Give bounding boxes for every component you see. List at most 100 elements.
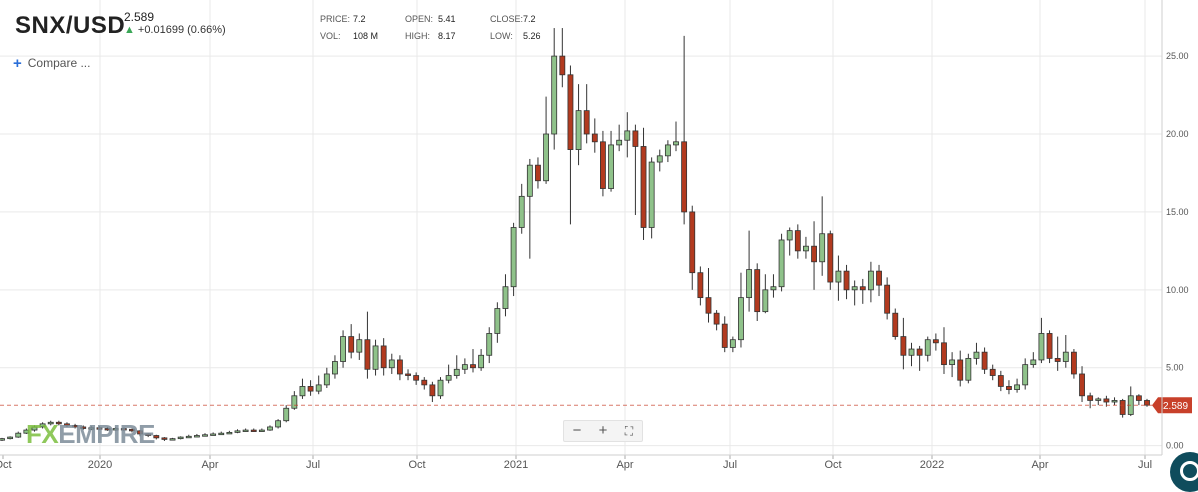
stat-open: OPEN: 5.41 bbox=[405, 14, 456, 24]
candle-up bbox=[973, 342, 980, 365]
candle-body bbox=[299, 386, 306, 397]
candle-body bbox=[340, 336, 346, 362]
candle-body bbox=[202, 434, 208, 437]
candle-body bbox=[900, 336, 907, 356]
candle-body bbox=[867, 270, 874, 291]
candle-up bbox=[908, 342, 915, 367]
candle-body bbox=[957, 359, 964, 381]
candle-body bbox=[575, 110, 582, 150]
compare-button[interactable]: + Compare ... bbox=[13, 55, 90, 72]
candle-down bbox=[145, 433, 152, 438]
candle-down bbox=[876, 264, 882, 297]
candle-body bbox=[380, 345, 387, 369]
candle-body bbox=[161, 437, 168, 440]
candle-up bbox=[15, 431, 22, 438]
candle-down bbox=[957, 350, 964, 387]
candle-body bbox=[941, 342, 947, 366]
candle-body bbox=[673, 141, 679, 146]
candle-body bbox=[656, 155, 663, 163]
fullscreen-button[interactable]: ⛶ bbox=[624, 424, 634, 438]
candle-body bbox=[518, 195, 525, 228]
candle-body bbox=[997, 375, 1004, 387]
candle-up bbox=[478, 349, 485, 371]
candle-down bbox=[559, 28, 566, 88]
candle-down bbox=[1144, 398, 1150, 407]
candle-up bbox=[88, 426, 95, 431]
candle-body bbox=[973, 351, 980, 359]
candle-body bbox=[210, 433, 217, 436]
candle-body bbox=[843, 270, 850, 291]
stat-low: LOW: 5.26 bbox=[490, 31, 541, 41]
candle-down bbox=[153, 434, 160, 440]
candle-down bbox=[1070, 349, 1077, 379]
logo-empire: EMPIRE bbox=[58, 419, 155, 449]
candle-body bbox=[218, 432, 225, 436]
candle-body bbox=[437, 379, 444, 397]
stat-value: 108 M bbox=[353, 31, 379, 41]
candle-body bbox=[461, 364, 468, 370]
candle-body bbox=[851, 286, 858, 291]
candle-body bbox=[648, 161, 655, 228]
candle-up bbox=[1095, 397, 1102, 406]
candle-down bbox=[916, 345, 923, 371]
zoom-in-button[interactable]: + bbox=[598, 422, 608, 439]
candle-down bbox=[429, 381, 436, 403]
y-tick-label: 15.00 bbox=[1166, 207, 1189, 217]
candle-up bbox=[616, 124, 623, 152]
candle-body bbox=[1014, 384, 1020, 390]
candle-body bbox=[169, 438, 176, 441]
candle-body bbox=[924, 339, 931, 356]
candle-body bbox=[388, 359, 395, 369]
logo-fx: FX bbox=[26, 419, 59, 449]
candle-up bbox=[575, 84, 582, 166]
candle-body bbox=[15, 432, 22, 438]
candle-body bbox=[640, 146, 647, 228]
candle-up bbox=[332, 355, 338, 379]
candle-body bbox=[356, 339, 363, 353]
candle-body bbox=[583, 110, 590, 135]
candle-body bbox=[421, 379, 428, 386]
candle-body bbox=[64, 423, 70, 426]
candle-body bbox=[681, 141, 688, 213]
stat-label: HIGH: bbox=[405, 31, 431, 41]
candle-up bbox=[47, 420, 54, 426]
candle-body bbox=[145, 433, 152, 436]
stat-value: 8.17 bbox=[438, 31, 456, 41]
candle-body bbox=[932, 339, 939, 344]
candle-up bbox=[242, 428, 249, 432]
y-tick-label: 20.00 bbox=[1166, 129, 1189, 139]
fxempire-logo: FXEMPIRE bbox=[26, 419, 155, 450]
candle-down bbox=[941, 327, 947, 374]
candle-down bbox=[55, 420, 62, 426]
candle-body bbox=[396, 359, 403, 375]
y-tick-label: 25.00 bbox=[1166, 51, 1189, 61]
candle-body bbox=[234, 430, 241, 433]
candle-body bbox=[729, 339, 736, 348]
candle-body bbox=[705, 297, 712, 314]
candle-up bbox=[267, 425, 273, 431]
candle-body bbox=[713, 312, 720, 325]
candle-body bbox=[559, 55, 566, 76]
candle-up bbox=[851, 280, 858, 306]
price-change: ▲ +0.01699 (0.66%) bbox=[124, 24, 226, 36]
candle-body bbox=[1006, 386, 1012, 390]
candle-body bbox=[0, 438, 5, 441]
candle-body bbox=[348, 336, 355, 353]
candle-down bbox=[754, 263, 761, 321]
candle-body bbox=[600, 141, 606, 189]
candle-up bbox=[31, 425, 38, 432]
candle-up bbox=[210, 432, 217, 436]
zoom-out-button[interactable]: − bbox=[572, 422, 582, 439]
candle-body bbox=[535, 164, 541, 182]
candle-up bbox=[39, 422, 46, 429]
candle-body bbox=[80, 426, 87, 429]
candle-down bbox=[1054, 336, 1061, 371]
zoom-controls: − + ⛶ bbox=[563, 420, 643, 442]
stat-volume: VOL: 108 M bbox=[320, 31, 378, 41]
candle-up bbox=[388, 353, 395, 374]
candle-body bbox=[120, 428, 127, 431]
candle-up bbox=[746, 230, 753, 312]
live-chat-icon[interactable] bbox=[1170, 452, 1198, 492]
candle-down bbox=[364, 311, 371, 379]
stat-close: CLOSE: 7.2 bbox=[490, 14, 536, 24]
